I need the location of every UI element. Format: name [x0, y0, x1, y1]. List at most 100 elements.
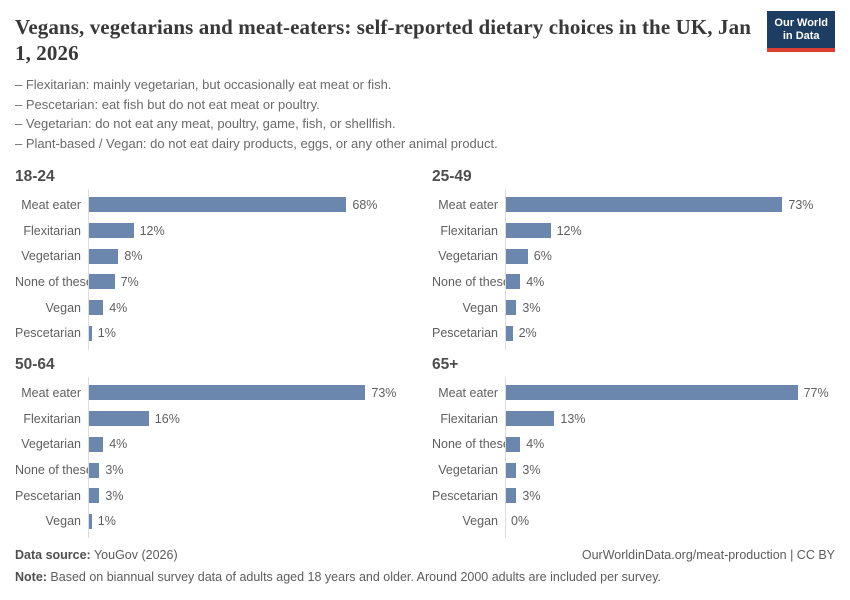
bar — [88, 325, 92, 341]
note-label: Note: — [15, 570, 47, 585]
plot-area: 73% — [88, 380, 418, 406]
plot-area: 1% — [88, 509, 418, 535]
bar-row: Pescetarian 1% — [15, 320, 418, 346]
plot-area: 3% — [88, 457, 418, 483]
bar — [88, 436, 104, 452]
value-label: 3% — [522, 300, 541, 315]
bar — [505, 462, 517, 478]
bar-row: Pescetarian 3% — [432, 483, 835, 509]
category-label: Vegan — [462, 514, 498, 529]
plot-area: 12% — [88, 218, 418, 244]
bar-row: Pescetarian 3% — [15, 483, 418, 509]
plot-area: 13% — [505, 406, 835, 432]
plot-area: 7% — [88, 269, 418, 295]
bar — [505, 325, 513, 341]
panel-title: 18-24 — [15, 168, 55, 185]
category-axis-line — [88, 189, 89, 351]
age-panel-65-: 65+ Meat eater 77% Flexitarian 13% None of th… — [432, 355, 835, 539]
category-label: Vegetarian — [21, 249, 81, 264]
category-label: Meat eater — [21, 385, 81, 400]
category-label: Meat eater — [438, 197, 498, 212]
plot-area: 4% — [88, 432, 418, 458]
data-source: Data source: YouGov (2026) — [15, 547, 178, 564]
value-label: 3% — [522, 463, 541, 478]
plot-area: 8% — [88, 243, 418, 269]
category-axis-line — [505, 377, 506, 539]
value-label: 7% — [120, 274, 139, 289]
bar-row: Flexitarian 13% — [432, 406, 835, 432]
bar-row: Vegetarian 6% — [432, 243, 835, 269]
bar-row: Meat eater 68% — [15, 192, 418, 218]
value-label: 1% — [97, 326, 116, 341]
bar-row: None of these 7% — [15, 269, 418, 295]
value-label: 77% — [803, 385, 829, 400]
category-axis-line — [88, 377, 89, 539]
bar-row: Flexitarian 12% — [15, 218, 418, 244]
bar-chart: Meat eater 73% Flexitarian 16% Vegetarian 4% N… — [15, 377, 418, 539]
age-panel-18-24: 18-24 Meat eater 68% Flexitarian 12% Vegetari… — [15, 167, 418, 351]
bar-row: Vegan 1% — [15, 509, 418, 535]
bar — [505, 488, 517, 504]
category-label: Pescetarian — [432, 326, 499, 341]
plot-area: 3% — [505, 483, 835, 509]
bar — [505, 385, 798, 401]
bar — [88, 385, 366, 401]
plot-area: 1% — [88, 320, 418, 346]
bar — [88, 300, 104, 316]
citation-link: OurWorldinData.org/meat-production | CC … — [581, 548, 835, 563]
plot-area: 4% — [88, 295, 418, 321]
plot-area: 3% — [88, 483, 418, 509]
bar — [88, 248, 119, 264]
bar — [505, 436, 521, 452]
value-label: 4% — [526, 437, 545, 452]
category-label: Vegetarian — [21, 437, 81, 452]
subtitle-line-vegetarian: – Vegetarian: do not eat any meat, poult… — [15, 116, 396, 131]
bar-chart: Meat eater 73% Flexitarian 12% Vegetarian 6% N… — [432, 189, 835, 351]
category-label: None of these — [15, 274, 93, 289]
value-label: 13% — [560, 411, 586, 426]
bar — [88, 513, 92, 529]
value-label: 73% — [371, 385, 397, 400]
value-label: 16% — [154, 411, 180, 426]
note: Note: Based on biannual survey data of a… — [15, 569, 835, 586]
value-label: 4% — [526, 274, 545, 289]
category-label: Pescetarian — [432, 488, 499, 503]
plot-area: 68% — [88, 192, 418, 218]
category-label: Flexitarian — [440, 411, 498, 426]
category-label: None of these — [432, 274, 510, 289]
bar — [88, 488, 100, 504]
bar-row: None of these 3% — [15, 457, 418, 483]
value-label: 3% — [105, 488, 124, 503]
plot-area: 0% — [505, 509, 835, 535]
bar-row: Flexitarian 16% — [15, 406, 418, 432]
owid-logo: Our World in Data — [767, 11, 835, 52]
bar-chart: Meat eater 77% Flexitarian 13% None of these… — [432, 377, 835, 539]
chart-header: Vegans, vegetarians and meat-eaters: sel… — [15, 11, 835, 153]
category-label: Vegan — [45, 514, 81, 529]
bar — [88, 411, 149, 427]
bar-row: Vegetarian 3% — [432, 457, 835, 483]
panel-title: 50-64 — [15, 356, 55, 374]
plot-area: 4% — [505, 269, 835, 295]
bar-row: Vegetarian 8% — [15, 243, 418, 269]
plot-area: 12% — [505, 218, 835, 244]
value-label: 2% — [518, 326, 537, 341]
subtitle-line-pescetarian: – Pescetarian: eat fish but do not eat m… — [15, 96, 320, 112]
category-label: Pescetarian — [15, 488, 82, 503]
plot-area: 2% — [505, 320, 835, 346]
bar-row: None of these 4% — [432, 269, 835, 295]
bar-row: Meat eater 77% — [432, 380, 835, 406]
age-panel-25-49: 25-49 Meat eater 73% Flexitarian 12% Vegetari… — [432, 167, 835, 351]
category-label: Vegan — [462, 300, 498, 315]
value-label: 0% — [511, 514, 530, 529]
bar-row: Vegetarian 4% — [15, 432, 418, 458]
category-label: Pescetarian — [15, 326, 82, 341]
bar — [505, 411, 555, 427]
owid-logo-line1: Our World — [774, 17, 828, 29]
plot-area: 6% — [505, 243, 835, 269]
bar — [505, 248, 528, 264]
note-value: Based on biannual survey data of adults … — [46, 570, 662, 585]
chart-subtitle: – Flexitarian: mainly vegetarian, but oc… — [15, 75, 835, 153]
value-label: 68% — [352, 197, 378, 212]
category-label: Vegetarian — [438, 463, 498, 478]
